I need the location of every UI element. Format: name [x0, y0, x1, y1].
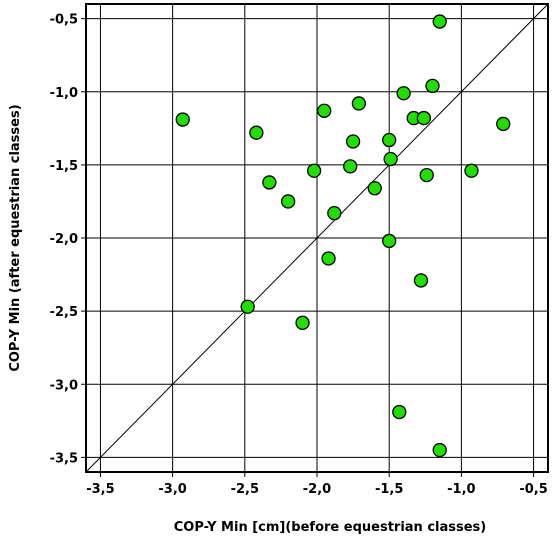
data-point	[280, 194, 296, 209]
data-point	[432, 442, 447, 458]
x-tick-label: -1,5	[375, 482, 403, 497]
data-point	[295, 315, 310, 330]
x-tick-label: -3,0	[158, 482, 186, 497]
y-tick-label: -3,5	[50, 451, 78, 466]
y-tick-label: -0,5	[50, 13, 78, 28]
data-point	[317, 103, 332, 118]
y-axis-ticks: -3,5 -3,0 -2,5 -2,0 -1,5 -1,0 -0,5	[50, 13, 86, 466]
data-point	[413, 273, 429, 288]
x-axis-title: COP-Y Min [cm](before equestrian classes…	[174, 520, 487, 535]
data-point	[249, 125, 264, 140]
data-point	[383, 151, 398, 167]
data-point	[416, 110, 431, 126]
x-tick-label: -2,5	[231, 482, 259, 497]
data-point	[464, 163, 479, 178]
data-point	[351, 96, 367, 111]
y-tick-label: -1,0	[50, 86, 78, 101]
data-point	[425, 78, 440, 94]
data-point	[240, 299, 255, 314]
x-tick-label: -1,0	[447, 482, 475, 497]
data-point	[392, 404, 407, 420]
y-tick-label: -2,5	[50, 305, 78, 320]
y-tick-label: -3,0	[50, 378, 78, 393]
data-points	[175, 14, 511, 458]
data-point	[175, 112, 190, 127]
x-tick-label: -2,0	[303, 482, 331, 497]
data-point	[345, 134, 361, 149]
data-point	[382, 132, 397, 148]
data-point	[306, 163, 322, 178]
y-axis-title: COP-Y Min (after equestrian classes)	[8, 104, 23, 371]
data-point	[496, 116, 511, 132]
data-point	[343, 159, 358, 174]
x-tick-label: -0,5	[519, 482, 547, 497]
data-point	[327, 205, 342, 221]
data-point	[262, 175, 277, 190]
data-point	[367, 181, 382, 196]
data-point	[432, 14, 447, 29]
data-point	[419, 167, 434, 183]
x-tick-label: -3,5	[86, 482, 114, 497]
y-tick-label: -2,0	[50, 232, 78, 247]
identity-reference-line	[85, 3, 549, 473]
y-tick-label: -1,5	[50, 159, 78, 174]
data-point	[382, 233, 397, 249]
data-point	[321, 251, 336, 266]
x-axis-ticks: -3,5 -3,0 -2,5 -2,0 -1,5 -1,0 -0,5	[86, 472, 548, 497]
data-point	[396, 86, 411, 101]
